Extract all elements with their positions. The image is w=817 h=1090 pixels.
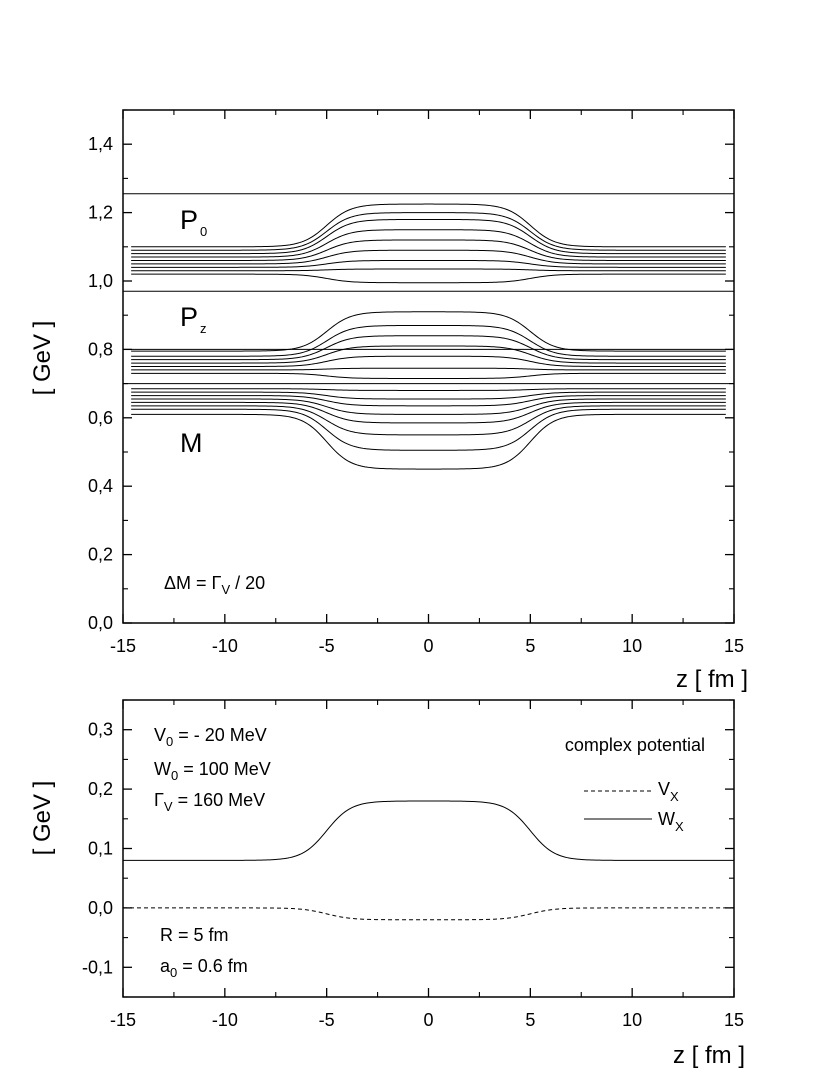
curve-p0 <box>131 259 726 268</box>
legend-vx-label: VX <box>658 779 679 804</box>
curve-p0 <box>131 273 726 284</box>
a0-param: a0 = 0.6 fm <box>160 956 248 980</box>
top-x-tick-label: -10 <box>212 636 238 656</box>
top-x-tick-label: 10 <box>622 636 642 656</box>
bottom-x-tick-label: 15 <box>724 1010 744 1030</box>
gamma-v-param: ΓV = 160 MeV <box>154 790 265 814</box>
top-y-tick-label: 0,2 <box>88 545 113 565</box>
w0-param: W0 = 100 MeV <box>154 759 271 783</box>
top-y-tick-label: 0,4 <box>88 476 113 496</box>
top-x-tick-label: -15 <box>110 636 136 656</box>
curve-pz <box>131 345 726 364</box>
curve-pz <box>131 324 726 357</box>
curve-m <box>131 398 726 415</box>
curve-pz <box>131 367 726 371</box>
series-w-x <box>123 800 734 861</box>
v0-param: V0 = - 20 MeV <box>154 725 267 749</box>
top-curves <box>123 193 734 470</box>
curve-p0 <box>131 203 726 248</box>
bottom-x-tick-label: -10 <box>212 1010 238 1030</box>
top-ticks: -15 -10 -5 0 5 10 15 0,0 0,2 0,4 0,6 0,8 1,0 1,2 1,4 <box>88 109 744 656</box>
curve-p0 <box>131 249 726 265</box>
bottom-x-tick-label: 10 <box>622 1010 642 1030</box>
curve-m <box>131 391 726 400</box>
bottom-y-tick-label: 0,1 <box>88 839 113 859</box>
bottom-ticks: -15 -10 -5 0 5 10 15 -0,1 0,0 0,1 0,2 0,3 <box>82 699 744 1030</box>
series-v-x <box>123 907 734 921</box>
curve-m <box>131 401 726 424</box>
bottom-x-tick-label: -15 <box>110 1010 136 1030</box>
top-panel: -15 -10 -5 0 5 10 15 0,0 0,2 0,4 0,6 0,8 1,0 1,2 1,4 [… <box>29 109 748 693</box>
bottom-x-tick-label: 0 <box>423 1010 433 1030</box>
top-y-tick-label: 1,4 <box>88 134 113 154</box>
bottom-y-tick-label: -0,1 <box>82 957 113 977</box>
bottom-y-tick-label: 0,2 <box>88 779 113 799</box>
curve-p0 <box>131 268 726 272</box>
top-y-tick-label: 1,2 <box>88 203 113 223</box>
legend-wx-label: WX <box>658 809 684 834</box>
r-param: R = 5 fm <box>160 925 229 945</box>
m-label: M <box>180 428 203 458</box>
curve-p0 <box>131 218 726 255</box>
curve-pz <box>131 335 726 361</box>
bottom-y-tick-label: 0,0 <box>88 898 113 918</box>
bottom-y-axis-title: [ GeV ] <box>29 781 56 856</box>
curve-p0 <box>131 239 726 261</box>
top-x-tick-label: -5 <box>319 636 335 656</box>
bottom-x-tick-label: -5 <box>319 1010 335 1030</box>
top-y-tick-label: 1,0 <box>88 271 113 291</box>
top-y-tick-label: 0,8 <box>88 339 113 359</box>
curve-m <box>131 408 726 451</box>
top-y-axis-title: [ GeV ] <box>29 321 56 396</box>
chart-title: complex potential <box>565 735 705 755</box>
delta-m-annotation: ΔM = ΓV / 20 <box>164 573 265 597</box>
top-x-axis-title: z [ fm ] <box>676 666 748 693</box>
curve-m <box>131 395 726 407</box>
top-x-tick-label: 0 <box>423 636 433 656</box>
curve-p0 <box>131 229 726 258</box>
curve-m <box>131 405 726 436</box>
curve-pz <box>131 355 726 367</box>
bottom-x-tick-label: 5 <box>525 1010 535 1030</box>
curve-m <box>131 413 726 470</box>
top-y-tick-label: 0,6 <box>88 408 113 428</box>
curve-pz <box>131 311 726 352</box>
bottom-curves <box>123 800 734 921</box>
curve-pz <box>131 372 726 379</box>
bottom-panel: -15 -10 -5 0 5 10 15 -0,1 0,0 0,1 0,2 0,3 [ GeV ] z… <box>29 699 745 1069</box>
bottom-x-axis-title: z [ fm ] <box>673 1042 745 1069</box>
top-x-tick-label: 5 <box>525 636 535 656</box>
bottom-y-tick-label: 0,3 <box>88 720 113 740</box>
top-y-tick-label: 0,0 <box>88 613 113 633</box>
curve-p0 <box>131 212 726 251</box>
curve-m <box>131 388 726 391</box>
top-x-tick-label: 15 <box>724 636 744 656</box>
